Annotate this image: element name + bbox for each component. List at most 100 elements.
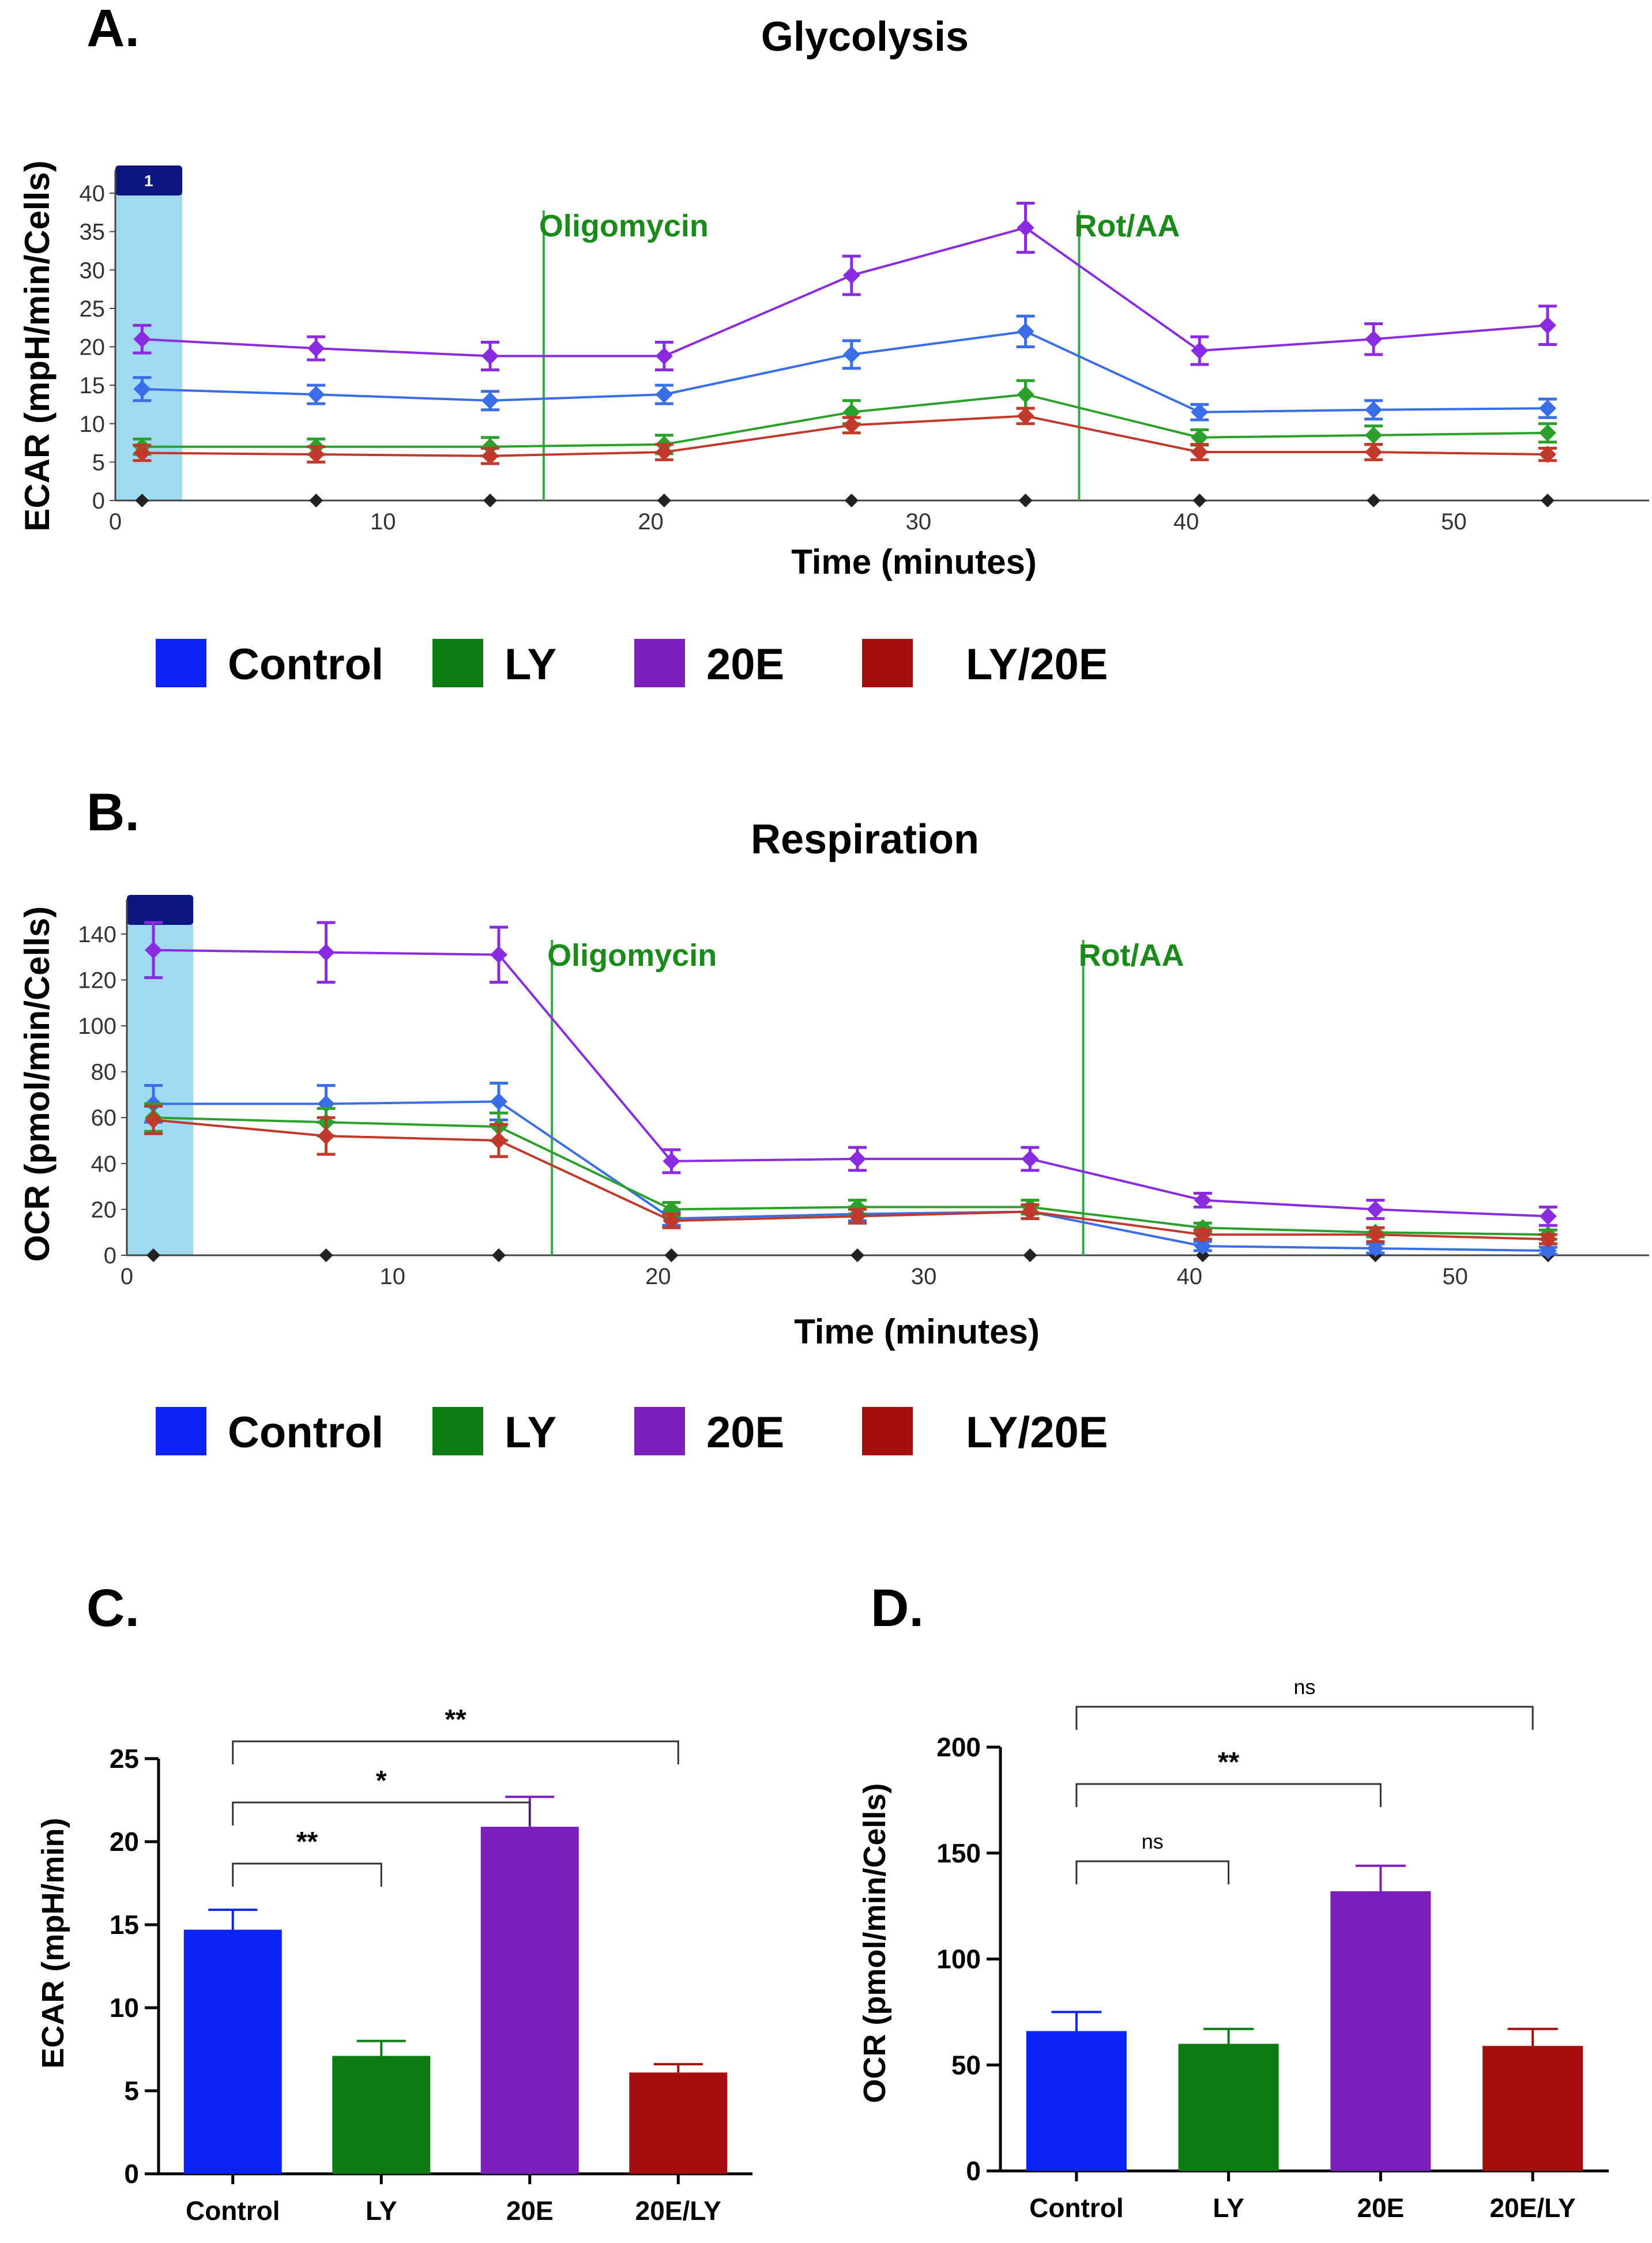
panel-a-title: Glycolysis (761, 14, 969, 60)
panel-a-injection-label: Oligomycin (539, 209, 709, 243)
panel-b-data-point (317, 943, 335, 961)
panel-c-y-axis-title: ECAR (mpH/min) (36, 1818, 70, 2069)
panel-a-y-tick-label: 40 (80, 181, 106, 206)
panel-a-data-point (1017, 386, 1034, 404)
panel-c-significance-bracket (232, 1862, 382, 1887)
panel-a-injection-label: Rot/AA (1074, 209, 1180, 243)
panel-a-data-point (1017, 322, 1034, 340)
panel-b-legend-swatch (432, 1407, 483, 1455)
panel-a-legend-label: 20E (706, 640, 784, 689)
panel-d-significance-bracket (1075, 1706, 1534, 1730)
panel-c-ecar-bars: C. ECAR (mpH/min) 0 5 10 15 20 25 Control LY 20E… (36, 1579, 752, 2226)
panel-b-plot: 0 20 40 60 80 100 120 140 0 10 20 30 40 50 Oligomycin R… (78, 895, 1649, 1289)
panel-a-legend-label: Control (228, 640, 383, 689)
panel-a-x-tick-label: 30 (906, 509, 932, 535)
panel-c-x-tick-label: Control (186, 2196, 280, 2226)
panel-a-data-point (655, 386, 673, 404)
panel-a-x-tick-label: 0 (109, 509, 122, 535)
panel-b-data-point (490, 946, 507, 964)
panel-a-legend-label: LY (505, 640, 556, 689)
panel-a-data-point (133, 330, 151, 348)
panel-b-data-point (1194, 1237, 1211, 1255)
panel-a-legend-swatch (156, 639, 206, 687)
panel-c-significance-bracket (232, 1801, 531, 1826)
panel-a-data-point (307, 340, 325, 357)
panel-a-legend: Control LY 20E LY/20E (156, 639, 1108, 689)
panel-b-data-point (1539, 1242, 1557, 1260)
panel-b-baseline-marker (664, 1248, 679, 1262)
panel-b-data-point (1367, 1200, 1384, 1218)
panel-a-glycolysis: A. Glycolysis ECAR (mpH/min/Cells) Time … (18, 0, 1649, 689)
panel-d-significance-label: ** (1218, 1747, 1240, 1778)
panel-a-data-point (1191, 428, 1209, 446)
panel-c-x-tick-label: LY (366, 2196, 397, 2226)
panel-b-data-point (145, 1111, 163, 1129)
panel-d-y-axis-title: OCR (pmol/min/Cells) (857, 1783, 892, 2103)
panel-a-data-point (1538, 446, 1556, 464)
panel-c-significance-label: * (376, 1766, 387, 1796)
panel-c-y-tick-label: 25 (110, 1744, 139, 1774)
panel-b-data-point (1539, 1207, 1557, 1225)
panel-b-x-tick-label: 0 (121, 1264, 133, 1289)
panel-b-data-point (663, 1152, 680, 1170)
panel-c-bar (332, 2056, 431, 2174)
panel-b-legend-swatch (634, 1407, 685, 1455)
panel-b-data-point (490, 1132, 507, 1150)
panel-c-significance-label: ** (296, 1827, 318, 1857)
panel-a-y-tick-label: 35 (80, 220, 106, 245)
panel-d-y-tick-label: 100 (936, 1944, 981, 1974)
panel-b-x-tick-label: 20 (645, 1264, 671, 1289)
panel-a-baseline-marker (1018, 494, 1033, 507)
panel-a-legend-swatch (862, 639, 913, 687)
panel-a-series-control (133, 314, 1557, 421)
panel-a-data-point (307, 386, 325, 404)
panel-d-y-tick-label: 0 (966, 2156, 981, 2186)
panel-b-letter: B. (86, 783, 140, 842)
panel-a-legend-label: LY/20E (966, 640, 1108, 689)
panel-a-letter: A. (86, 0, 140, 58)
panel-b-data-point (1021, 1203, 1039, 1221)
panel-a-data-point (842, 266, 860, 284)
panel-a-x-tick-label: 50 (1441, 509, 1467, 535)
panel-b-data-point (1194, 1191, 1211, 1209)
panel-c-bar (480, 1827, 579, 2174)
panel-a-y-tick-label: 30 (80, 258, 106, 283)
panel-d-significance-label: ns (1293, 1675, 1315, 1699)
panel-a-baseline-marker (657, 494, 671, 507)
panel-b-shaded-badge (127, 895, 194, 925)
panel-b-x-tick-label: 50 (1442, 1264, 1468, 1289)
panel-b-y-tick-label: 60 (91, 1105, 117, 1131)
panel-b-legend-label: 20E (706, 1408, 784, 1457)
panel-b-y-tick-label: 40 (91, 1151, 117, 1177)
panel-b-x-tick-label: 30 (911, 1264, 937, 1289)
panel-b-title: Respiration (751, 816, 979, 863)
panel-b-data-point (848, 1198, 866, 1216)
panel-a-y-tick-label: 0 (92, 488, 105, 514)
panel-a-legend-swatch (634, 639, 685, 687)
panel-b-y-axis-title: OCR (pmol/min/Cells) (18, 906, 57, 1262)
panel-a-shaded-region (115, 193, 183, 500)
panel-d-y-tick-label: 150 (936, 1838, 981, 1868)
panel-c-y-tick-label: 15 (110, 1910, 139, 1940)
panel-a-data-point (1365, 443, 1383, 461)
panel-c-x-tick-label: 20E (506, 2196, 554, 2226)
panel-c-y-tick-label: 10 (110, 1993, 139, 2023)
panel-b-data-point (1367, 1226, 1384, 1244)
panel-b-y-tick-label: 120 (78, 968, 116, 993)
panel-c-x-tick-label: 20E/LY (635, 2196, 721, 2226)
panel-d-ocr-bars: D. OCR (pmol/min/Cells) 0 50 100 150 200 Cont… (857, 1579, 1609, 2223)
panel-c-bar (183, 1929, 282, 2174)
panel-a-data-point (1365, 330, 1383, 348)
panel-a-data-point (1191, 403, 1209, 421)
panel-a-data-point (842, 416, 860, 434)
panel-d-bar (1026, 2031, 1127, 2171)
panel-d-bar (1330, 1891, 1431, 2171)
panel-a-x-tick-label: 40 (1173, 509, 1199, 535)
panel-a-baseline-marker (483, 494, 497, 507)
panel-a-baseline-marker (135, 494, 149, 507)
panel-b-respiration: B. Respiration OCR (pmol/min/Cells) Time… (18, 783, 1649, 1457)
panel-d-bar (1178, 2043, 1279, 2171)
